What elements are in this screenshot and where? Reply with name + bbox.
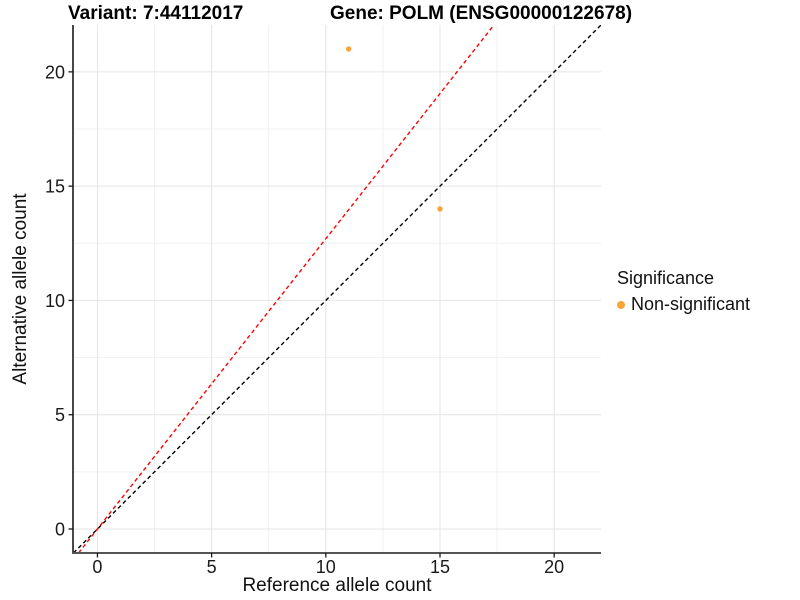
x-tick-label: 15 bbox=[430, 557, 450, 577]
y-tick-label: 15 bbox=[45, 177, 65, 197]
y-tick-label: 10 bbox=[45, 291, 65, 311]
identity-line bbox=[72, 24, 602, 554]
y-axis-title: Alternative allele count bbox=[10, 193, 31, 385]
variant-title: Variant: 7:44112017 bbox=[68, 3, 244, 24]
x-axis-title: Reference allele count bbox=[242, 575, 432, 596]
data-point bbox=[437, 206, 443, 212]
y-tick-label: 5 bbox=[55, 405, 65, 425]
y-tick-label: 20 bbox=[45, 62, 65, 82]
data-point bbox=[345, 46, 352, 52]
legend: Significance Non-significant bbox=[617, 268, 750, 315]
legend-key-point-icon bbox=[617, 300, 625, 309]
legend-item-label: Non-significant bbox=[631, 294, 751, 314]
x-tick-label: 5 bbox=[207, 557, 217, 577]
legend-item: Non-significant bbox=[617, 294, 750, 315]
y-tick-label: 0 bbox=[55, 520, 65, 540]
x-tick-label: 20 bbox=[544, 557, 564, 577]
x-tick-label: 10 bbox=[316, 557, 336, 577]
expected-ratio-line bbox=[78, 24, 495, 554]
legend-title: Significance bbox=[617, 268, 715, 288]
gene-title: Gene: POLM (ENSG00000122678) bbox=[330, 3, 633, 24]
x-tick-label: 0 bbox=[92, 557, 102, 577]
